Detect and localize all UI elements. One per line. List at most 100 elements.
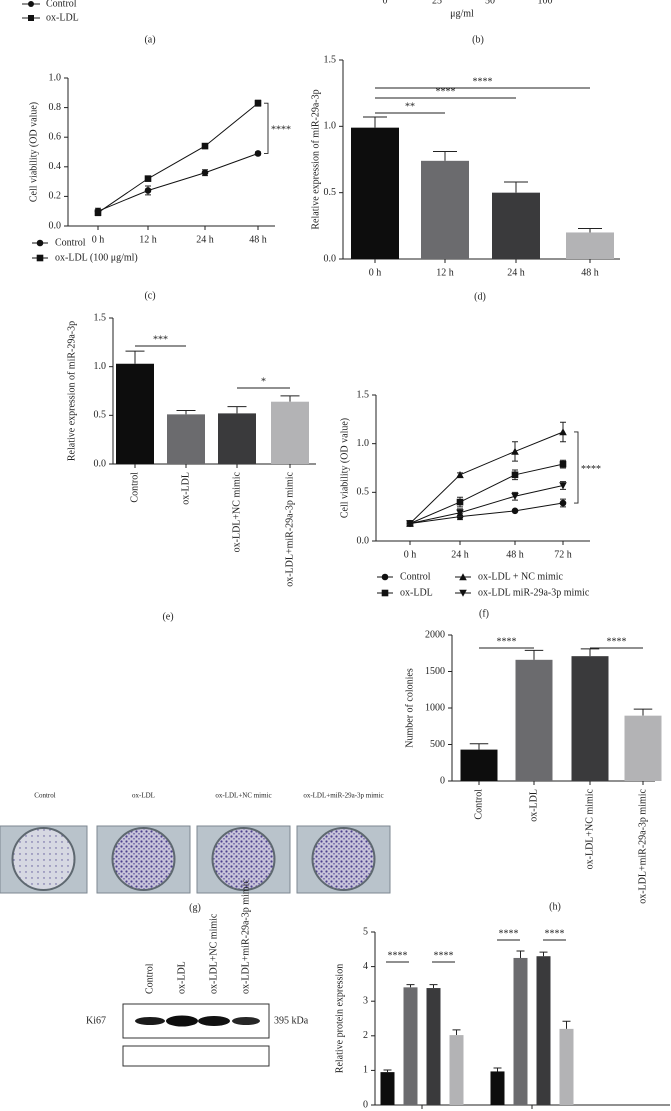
line [409,463,564,524]
bar [515,659,553,781]
y-axis-label: Cell viability (OD value) [28,102,39,202]
error-bar [176,409,196,415]
y-tick-label: 0.0 [94,458,107,469]
blot-band [198,1016,230,1026]
bar [624,715,662,781]
line [409,485,564,524]
legend-label: Control [55,237,86,248]
y-tick-label: 0.5 [94,410,107,421]
x-tick-label: ox-LDL [180,472,191,505]
significance-bracket [574,431,579,504]
marker [511,492,519,501]
y-tick-label: 1 [363,1065,368,1076]
y-tick-label: 1.0 [324,121,337,132]
significance-bracket [264,102,269,154]
marker [456,498,464,506]
legend-label: ox-LDL [400,587,433,598]
error-bar [578,227,602,233]
y-axis-label: Number of colonies [404,668,415,748]
y-tick-label: 500 [430,739,445,750]
y-tick-label: 1.5 [357,389,370,400]
y-tick-label: 2000 [425,629,445,640]
marker [94,209,102,216]
y-tick-label: 0.6 [49,131,62,142]
image-label: ox-LDL+NC mimic [215,792,271,800]
error-bar [580,648,600,657]
lane-label: ox-LDL [176,961,187,994]
x-tick-label: ox-LDL+NC mimic [584,788,595,869]
panel-label: (g) [189,902,201,913]
bar [566,232,614,259]
marker [559,499,567,507]
legend-label: ox-LDL [46,12,79,23]
blot-band [166,1015,198,1027]
bar [403,987,418,1105]
significance-label: **** [271,125,291,136]
legend-marker [459,589,467,597]
bar [167,414,205,464]
error-bar [452,1029,461,1036]
protein-label: Ki67 [86,1015,106,1026]
significance-label: *** [153,334,168,345]
x-tick-label: 0 h [92,234,105,245]
significance-label: **** [434,950,454,961]
well [211,827,276,891]
x-tick-label: 50 [485,0,495,6]
significance-label: **** [581,464,601,475]
y-tick-label: 0.2 [49,191,62,202]
legend-label: ox-LDL (100 μg/ml) [55,252,138,263]
y-tick-label: 2 [363,1030,368,1041]
x-tick-label: 0 h [404,549,417,560]
significance-label: ** [405,101,415,112]
x-tick-label: ox-LDL+miR-29a-3p mimic [284,471,295,586]
y-tick-label: 0.0 [357,535,370,546]
bar [536,956,551,1105]
well [11,827,76,891]
legend-marker [28,15,34,21]
significance-label: * [261,376,266,387]
legend-label: Control [46,0,77,9]
bar [380,1072,395,1105]
x-tick-label: 48 h [249,234,267,245]
bar [449,1035,464,1105]
error-bar [363,116,387,128]
blot-band [135,1017,165,1025]
y-tick-label: 1.0 [357,438,370,449]
line [409,431,564,524]
line [97,102,259,214]
lane-label: ox-LDL+NC mimic [208,913,219,994]
marker [201,169,209,177]
bar [490,1071,505,1105]
y-tick-label: 0.0 [49,220,62,231]
y-tick-label: 0.5 [324,187,337,198]
marker [511,471,519,479]
y-tick-label: 3 [363,995,368,1006]
panel-label: (b) [472,34,484,45]
x-tick-label: ox-LDL+miR-29a-3p mimic [637,788,648,903]
y-tick-label: 4 [363,961,368,972]
bar [559,1028,574,1105]
error-bar [406,984,415,988]
line [409,502,564,524]
marker [559,428,567,436]
y-tick-label: 1000 [425,702,445,713]
x-tick-label: 25 [432,0,442,6]
colony-images: Control ox-LDL ox-LDL+NC mimic ox-LDL+miR-2… [0,792,391,894]
x-tick-label: 24 h [196,234,214,245]
x-tick-label: 0 h [369,267,382,278]
lane-label: ox-LDL+miR-29a-3p mimic [240,879,251,994]
y-tick-label: 0.4 [49,161,62,172]
y-tick-label: 1.0 [49,72,62,83]
marker [406,520,414,528]
significance-label: **** [499,928,519,939]
marker [144,175,152,182]
significance-label: **** [388,950,408,961]
blot-frame [122,1045,270,1067]
bar [218,413,256,464]
top-legend: Control ox-LDL [22,0,79,23]
bar [492,192,540,259]
y-axis-label: Relative expression of miR-29a-3p [310,89,321,229]
y-tick-label: 1500 [425,666,445,677]
bar [351,127,399,259]
